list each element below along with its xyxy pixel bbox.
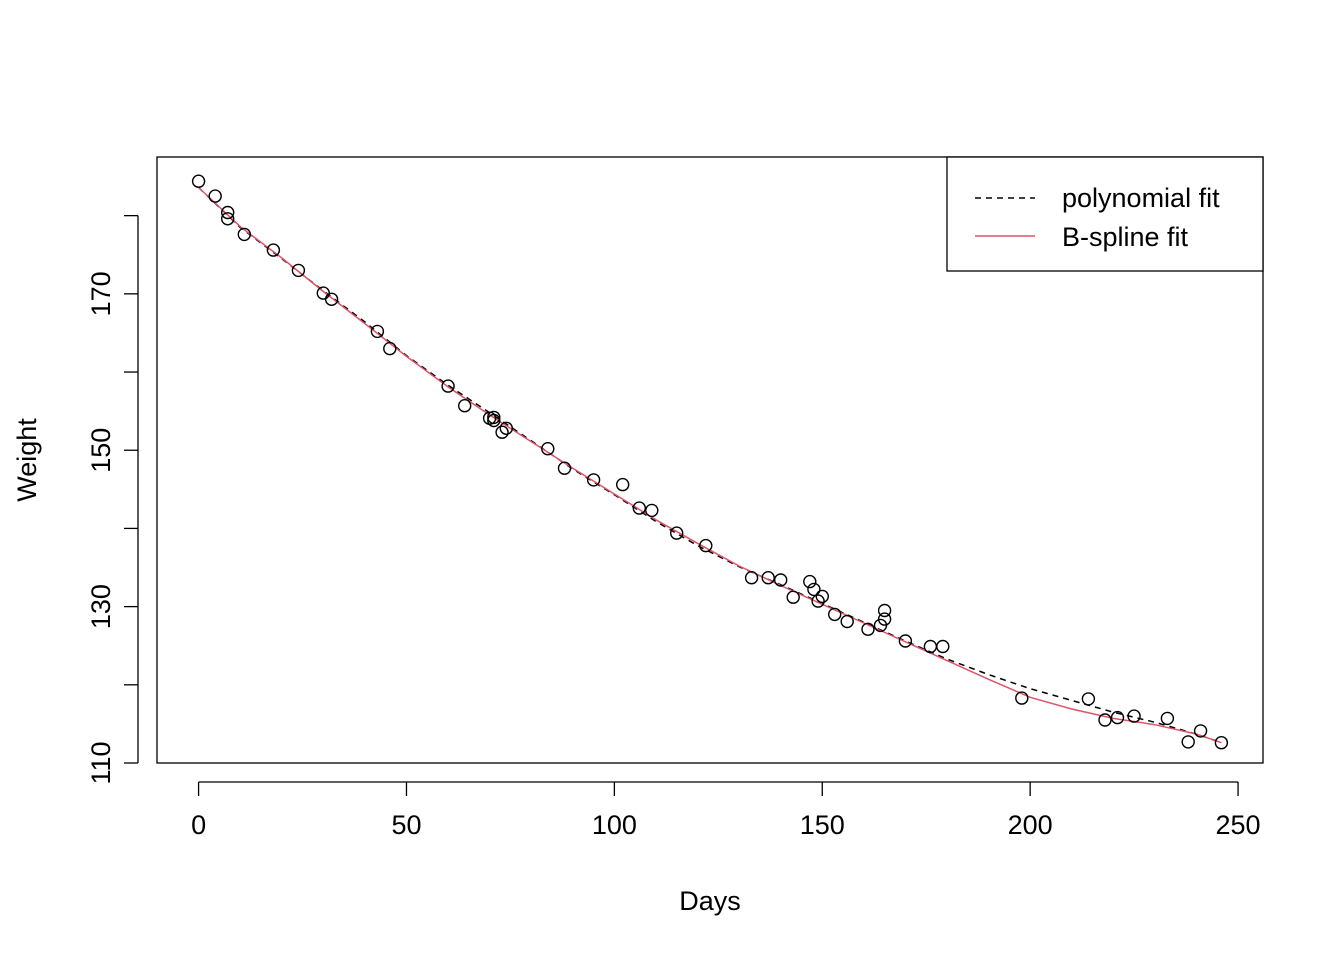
y-tick-label: 110 <box>86 741 116 784</box>
data-point <box>840 614 854 629</box>
data-point <box>487 410 501 425</box>
x-axis-label: Days <box>679 886 741 916</box>
x-tick-label: 200 <box>1008 810 1053 840</box>
data-point <box>1193 724 1208 738</box>
x-axis: 0 50 100 150 200 250 <box>191 781 1261 840</box>
x-tick-label: 0 <box>191 810 206 840</box>
data-point <box>541 442 555 456</box>
data-point <box>1098 713 1112 727</box>
data-point <box>861 622 875 636</box>
data-point <box>383 341 397 356</box>
data-point <box>324 292 339 306</box>
data-point <box>557 461 572 475</box>
data-point <box>877 612 892 626</box>
data-point <box>1181 735 1195 749</box>
plot-box <box>156 156 1264 764</box>
legend-box <box>946 156 1264 272</box>
y-axis: 110 130 150 170 <box>86 214 139 785</box>
data-point <box>774 573 788 587</box>
data-point <box>495 425 509 439</box>
data-point <box>898 634 913 648</box>
data-point <box>645 503 659 518</box>
data-point <box>616 477 630 492</box>
x-tick-label: 250 <box>1216 810 1261 840</box>
y-tick-label: 130 <box>86 584 116 629</box>
data-point <box>744 571 759 585</box>
data-point <box>208 189 222 203</box>
data-point <box>220 212 235 226</box>
data-point <box>1110 710 1125 725</box>
data-point <box>1214 736 1229 750</box>
data-point <box>803 574 817 589</box>
data-point <box>786 590 800 604</box>
x-tick-label: 50 <box>391 810 421 840</box>
data-point <box>458 399 472 413</box>
data-point <box>1127 709 1141 723</box>
data-point <box>877 603 892 618</box>
data-point <box>1160 711 1175 726</box>
data-point <box>699 538 713 553</box>
x-tick-label: 150 <box>800 810 845 840</box>
data-point <box>761 571 775 585</box>
polynomial-fit-line <box>198 186 1222 744</box>
data-point <box>811 594 825 608</box>
data-point <box>807 582 821 597</box>
legend-label-bspline: B-spline fit <box>1062 222 1189 252</box>
y-axis-label: Weight <box>12 418 42 502</box>
x-tick-label: 100 <box>592 810 637 840</box>
data-point <box>237 227 252 242</box>
data-point <box>632 501 646 515</box>
y-tick-label: 170 <box>86 271 116 316</box>
data-point <box>291 263 306 278</box>
data-point <box>936 639 950 654</box>
data-points <box>191 174 1229 750</box>
data-point <box>670 526 684 540</box>
data-point <box>499 421 513 435</box>
data-point <box>370 324 385 339</box>
data-point <box>1015 691 1029 705</box>
data-point <box>487 413 501 428</box>
data-point <box>441 379 455 393</box>
data-point <box>815 589 829 604</box>
data-point <box>586 473 601 487</box>
y-tick-label: 150 <box>86 428 116 473</box>
data-point <box>220 205 235 220</box>
legend-label-polynomial: polynomial fit <box>1062 183 1220 213</box>
data-point <box>191 174 206 188</box>
data-point <box>828 607 842 622</box>
data-point <box>1081 692 1096 706</box>
data-point <box>266 243 281 257</box>
legend: polynomial fit B-spline fit <box>946 156 1264 272</box>
